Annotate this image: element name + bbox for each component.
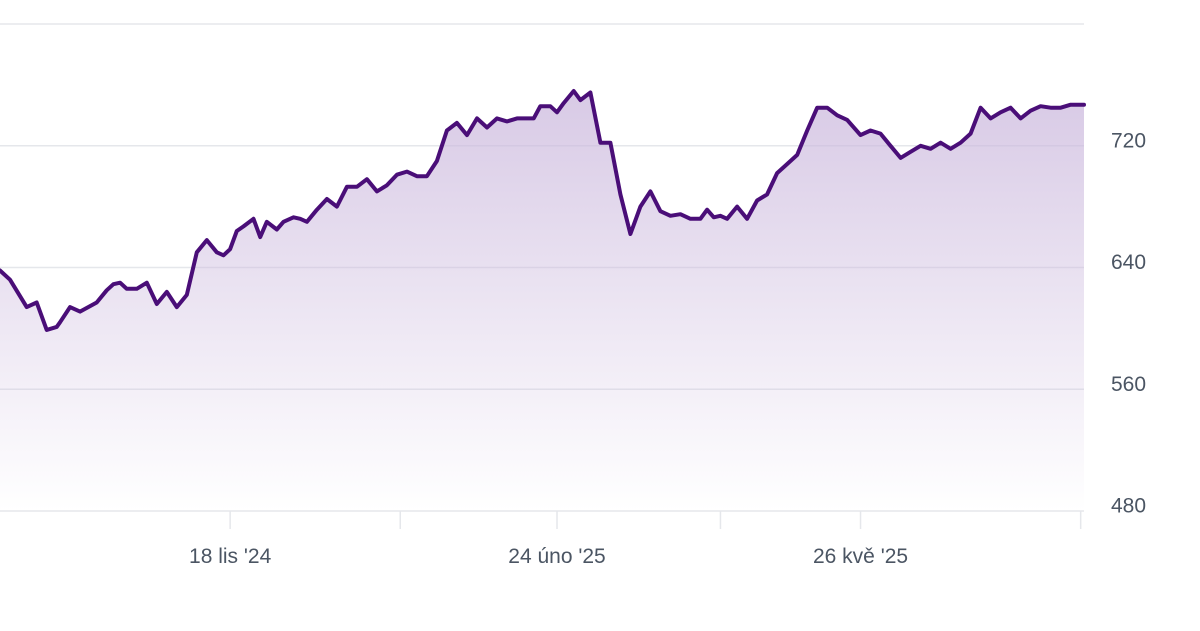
y-tick-label: 720 [1111, 129, 1146, 152]
y-tick-label: 480 [1111, 495, 1146, 518]
x-tick-label: 18 lis '24 [189, 545, 272, 568]
y-tick-label: 560 [1111, 373, 1146, 396]
x-tick-label: 26 kvě '25 [813, 545, 908, 568]
price-line [0, 89, 1086, 332]
x-axis: 18 lis '24 24 úno '25 26 kvě '25 [189, 511, 1082, 568]
y-axis-labels: 720 640 560 480 [1111, 129, 1146, 517]
price-area-fill [0, 91, 1084, 511]
y-tick-label: 640 [1111, 251, 1146, 274]
x-tick-label: 24 úno '25 [508, 545, 605, 568]
